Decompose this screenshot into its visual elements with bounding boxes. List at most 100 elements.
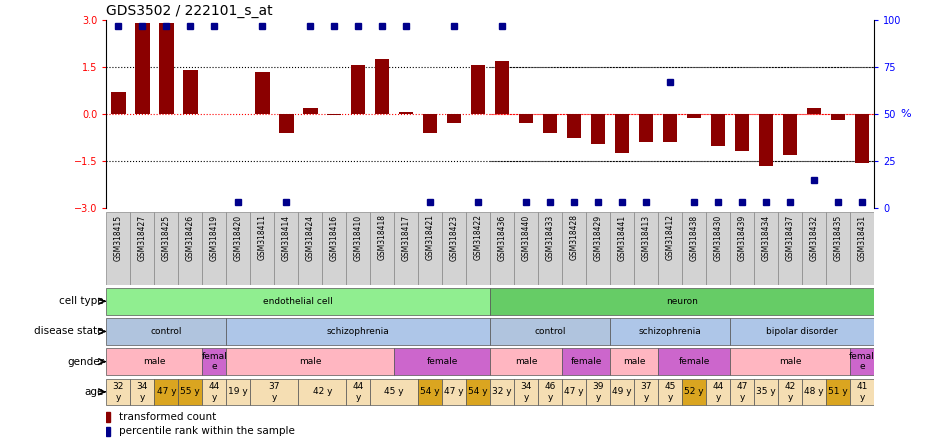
Bar (423, 114, 438, 133)
Text: 37
y: 37 y (640, 382, 652, 401)
Bar (663, 114, 677, 142)
Bar (183, 70, 198, 114)
FancyBboxPatch shape (562, 349, 610, 375)
FancyBboxPatch shape (538, 212, 562, 285)
FancyBboxPatch shape (610, 379, 635, 405)
FancyBboxPatch shape (418, 379, 442, 405)
Bar (567, 114, 582, 138)
Text: GSM318425: GSM318425 (162, 214, 171, 261)
Text: GSM318434: GSM318434 (761, 214, 771, 261)
FancyBboxPatch shape (659, 349, 730, 375)
Text: 42 y: 42 y (313, 387, 332, 396)
Text: 34
y: 34 y (521, 382, 532, 401)
FancyBboxPatch shape (490, 379, 514, 405)
FancyBboxPatch shape (298, 379, 346, 405)
Text: transformed count: transformed count (118, 412, 216, 421)
Bar (279, 114, 293, 133)
FancyBboxPatch shape (778, 212, 802, 285)
Text: GSM318411: GSM318411 (258, 214, 266, 261)
FancyBboxPatch shape (514, 212, 538, 285)
Bar (447, 114, 462, 123)
Text: 39
y: 39 y (593, 382, 604, 401)
Text: 47 y: 47 y (156, 387, 176, 396)
Text: cell type: cell type (59, 296, 104, 306)
Text: 51 y: 51 y (828, 387, 848, 396)
Text: 19 y: 19 y (228, 387, 248, 396)
FancyBboxPatch shape (418, 212, 442, 285)
Text: control: control (151, 327, 182, 336)
Text: GSM318440: GSM318440 (522, 214, 531, 261)
Text: 54 y: 54 y (468, 387, 488, 396)
FancyBboxPatch shape (754, 212, 778, 285)
Text: GSM318417: GSM318417 (401, 214, 411, 261)
Text: GSM318422: GSM318422 (474, 214, 483, 261)
FancyBboxPatch shape (251, 212, 275, 285)
FancyBboxPatch shape (154, 212, 179, 285)
Text: gender: gender (67, 357, 104, 367)
Text: neuron: neuron (666, 297, 698, 306)
Text: 34
y: 34 y (137, 382, 148, 401)
FancyBboxPatch shape (203, 379, 227, 405)
Text: 54 y: 54 y (421, 387, 440, 396)
FancyBboxPatch shape (683, 212, 706, 285)
FancyBboxPatch shape (730, 349, 850, 375)
FancyBboxPatch shape (610, 318, 730, 345)
FancyBboxPatch shape (203, 212, 227, 285)
Text: GSM318413: GSM318413 (642, 214, 650, 261)
FancyBboxPatch shape (370, 379, 418, 405)
Bar (831, 114, 845, 119)
FancyBboxPatch shape (394, 349, 490, 375)
FancyBboxPatch shape (706, 212, 730, 285)
Bar (735, 114, 749, 151)
FancyBboxPatch shape (466, 212, 490, 285)
Text: GSM318430: GSM318430 (714, 214, 722, 261)
FancyBboxPatch shape (683, 379, 706, 405)
FancyBboxPatch shape (179, 379, 203, 405)
Bar (159, 23, 174, 114)
Bar (855, 114, 870, 163)
FancyBboxPatch shape (730, 212, 754, 285)
Text: GSM318432: GSM318432 (809, 214, 819, 261)
Bar (255, 71, 269, 114)
Text: 35 y: 35 y (757, 387, 776, 396)
FancyBboxPatch shape (635, 379, 659, 405)
Text: male: male (515, 357, 537, 366)
Text: GSM318415: GSM318415 (114, 214, 123, 261)
FancyBboxPatch shape (251, 379, 298, 405)
Text: 32 y: 32 y (492, 387, 512, 396)
Text: GSM318419: GSM318419 (210, 214, 219, 261)
Text: 42
y: 42 y (784, 382, 796, 401)
Text: GSM318441: GSM318441 (618, 214, 627, 261)
FancyBboxPatch shape (394, 212, 418, 285)
Text: age: age (84, 387, 104, 397)
Text: GSM318436: GSM318436 (498, 214, 507, 261)
Bar (495, 61, 510, 114)
FancyBboxPatch shape (802, 379, 826, 405)
Text: GDS3502 / 222101_s_at: GDS3502 / 222101_s_at (106, 4, 273, 18)
Text: GSM318416: GSM318416 (330, 214, 339, 261)
Text: endothelial cell: endothelial cell (264, 297, 333, 306)
FancyBboxPatch shape (227, 349, 394, 375)
Text: schizophrenia: schizophrenia (639, 327, 701, 336)
FancyBboxPatch shape (490, 318, 610, 345)
FancyBboxPatch shape (778, 379, 802, 405)
Bar (303, 108, 317, 114)
Text: GSM318433: GSM318433 (546, 214, 555, 261)
Text: male: male (779, 357, 801, 366)
FancyBboxPatch shape (275, 212, 298, 285)
Text: GSM318410: GSM318410 (353, 214, 363, 261)
Bar (376, 59, 389, 114)
Text: 48 y: 48 y (805, 387, 824, 396)
Bar (783, 114, 797, 155)
FancyBboxPatch shape (490, 212, 514, 285)
Bar (758, 114, 773, 166)
Text: GSM318420: GSM318420 (234, 214, 243, 261)
Text: GSM318428: GSM318428 (570, 214, 579, 261)
Bar (106, 412, 110, 421)
Text: female: female (426, 357, 458, 366)
Bar (711, 114, 725, 146)
FancyBboxPatch shape (754, 379, 778, 405)
FancyBboxPatch shape (802, 212, 826, 285)
FancyBboxPatch shape (826, 379, 850, 405)
FancyBboxPatch shape (322, 212, 346, 285)
